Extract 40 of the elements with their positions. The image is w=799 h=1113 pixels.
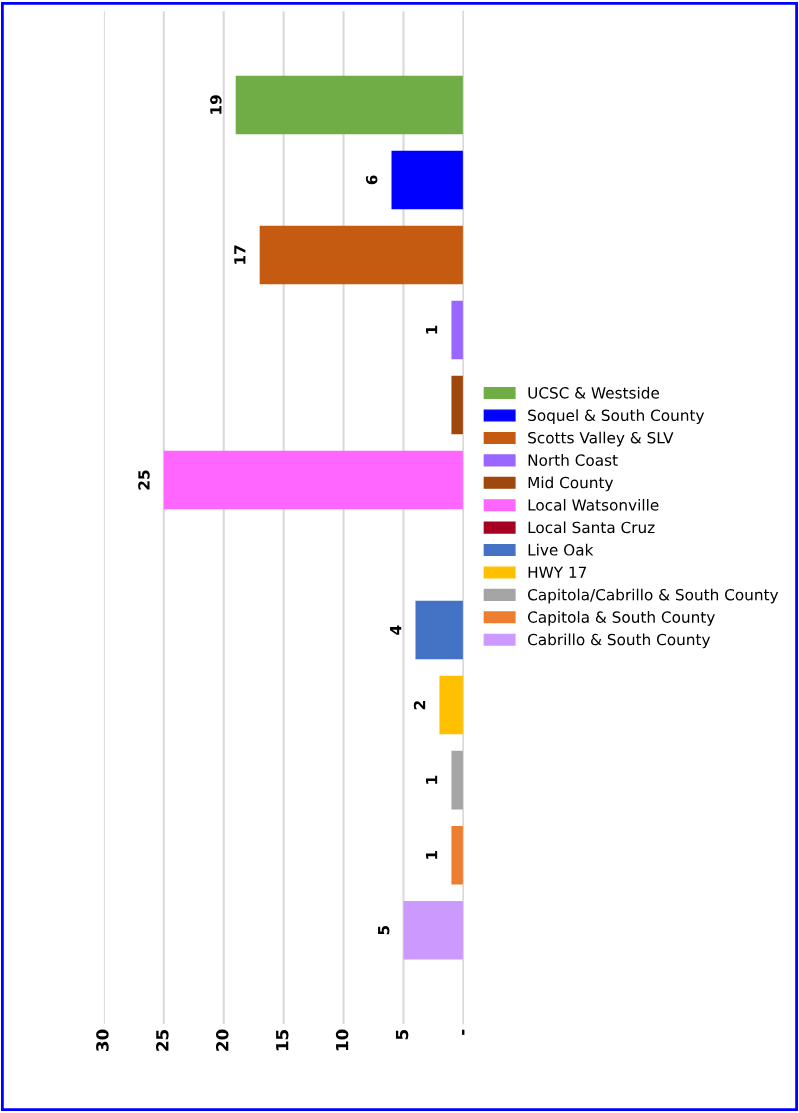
data-label: 4	[390, 625, 402, 635]
bar	[439, 675, 464, 735]
x-tick-label: 10	[335, 1029, 349, 1051]
legend-label: HWY 17	[528, 566, 587, 578]
bar	[415, 600, 464, 660]
bar	[259, 225, 464, 285]
bar	[451, 750, 464, 810]
bar	[163, 450, 464, 510]
bar	[451, 825, 464, 885]
bar	[391, 150, 464, 210]
x-tick-label: 5	[395, 1029, 409, 1040]
data-label: 19	[210, 95, 222, 114]
legend-label: Live Oak	[528, 543, 594, 556]
bar	[451, 300, 464, 360]
legend-label: Capitola/Cabrillo & South County	[528, 588, 779, 604]
x-tick-label: 20	[215, 1029, 229, 1051]
legend-label: UCSC & Westside	[528, 386, 660, 399]
x-tick-label: 30	[96, 1029, 109, 1051]
bar	[235, 75, 464, 135]
legend-label: Local Watsonville	[528, 498, 659, 511]
data-label: 25	[138, 470, 150, 490]
legend-label: Local Santa Cruz	[528, 521, 655, 534]
legend-label: Capitola & South County	[528, 611, 715, 626]
legend-label: North Coast	[528, 454, 618, 466]
x-tick-label: -	[462, 1029, 465, 1035]
data-label: 1	[426, 850, 438, 859]
legend-label: Cabrillo & South County	[528, 633, 711, 649]
data-label: 2	[413, 701, 426, 710]
data-label: 1	[426, 775, 438, 784]
legend-label: Mid County	[528, 476, 614, 492]
data-label: 17	[234, 245, 246, 264]
data-label: 5	[378, 925, 390, 935]
legend-label: Scotts Valley & SLV	[528, 431, 674, 447]
bar	[451, 375, 464, 435]
data-label: 6	[365, 175, 378, 185]
legend-label: Soquel & South County	[528, 409, 705, 425]
x-tick-label: 25	[156, 1029, 169, 1051]
bar	[403, 900, 464, 960]
x-tick-label: 15	[276, 1029, 289, 1051]
data-label: 1	[426, 325, 438, 334]
